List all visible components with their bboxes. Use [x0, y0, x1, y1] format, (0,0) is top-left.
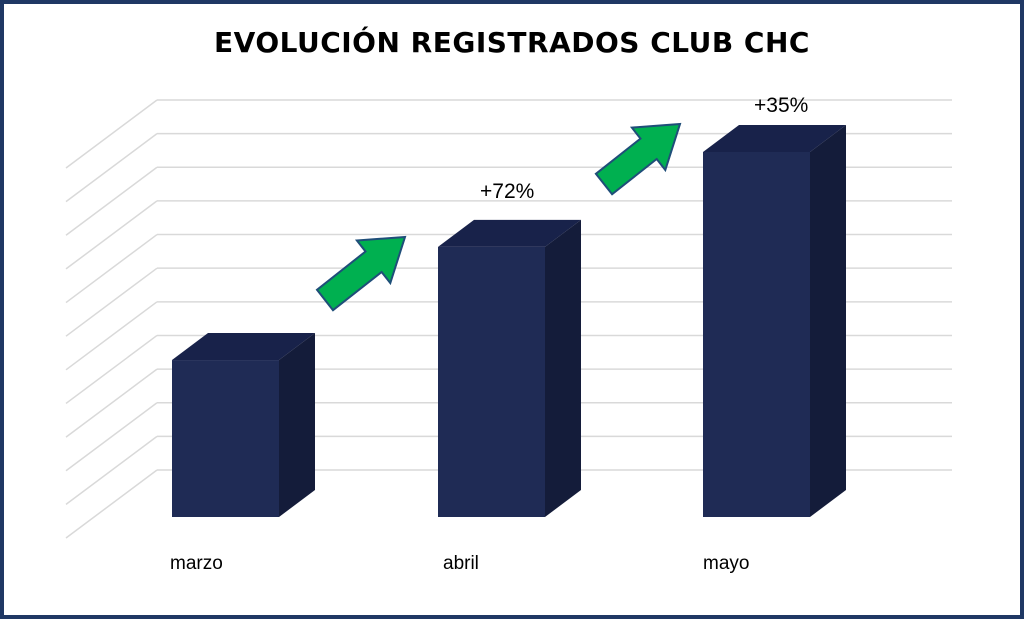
bar-front	[172, 360, 279, 517]
growth-arrow-icon	[594, 122, 682, 196]
gridline-side	[65, 200, 158, 270]
gridline-side	[65, 334, 158, 405]
gridline-side	[65, 469, 158, 539]
growth-label: +35%	[754, 94, 808, 117]
chart-title: EVOLUCIÓN REGISTRADOS CLUB CHC	[214, 26, 810, 59]
bar-front	[438, 246, 545, 517]
bar-side	[545, 219, 581, 517]
gridline-side	[65, 99, 158, 169]
bar-side	[279, 333, 315, 517]
gridline-side	[65, 233, 158, 304]
gridline-side	[65, 166, 158, 236]
growth-label: +72%	[480, 180, 534, 203]
bar-top	[703, 125, 846, 152]
gridline-side	[65, 435, 158, 505]
gridline-side	[65, 267, 158, 337]
bar-top	[438, 219, 581, 247]
labels-layer: marzo abril mayo +72% +35%	[170, 94, 808, 574]
category-label: marzo	[170, 553, 223, 574]
category-label: mayo	[703, 553, 749, 574]
bar-front	[703, 152, 810, 517]
bar-side	[810, 125, 846, 517]
bar-top	[172, 333, 315, 361]
category-label: abril	[443, 553, 479, 574]
bars-layer	[172, 125, 846, 517]
gridline-side	[65, 402, 158, 472]
bar-mayo	[703, 125, 846, 517]
bar-abril	[438, 219, 581, 517]
gridline-side	[65, 301, 158, 371]
gridline-side	[65, 368, 158, 438]
arrows-layer	[315, 122, 682, 312]
bar-marzo	[172, 333, 315, 517]
gridline-side	[65, 133, 158, 203]
growth-arrow-icon	[315, 235, 407, 312]
